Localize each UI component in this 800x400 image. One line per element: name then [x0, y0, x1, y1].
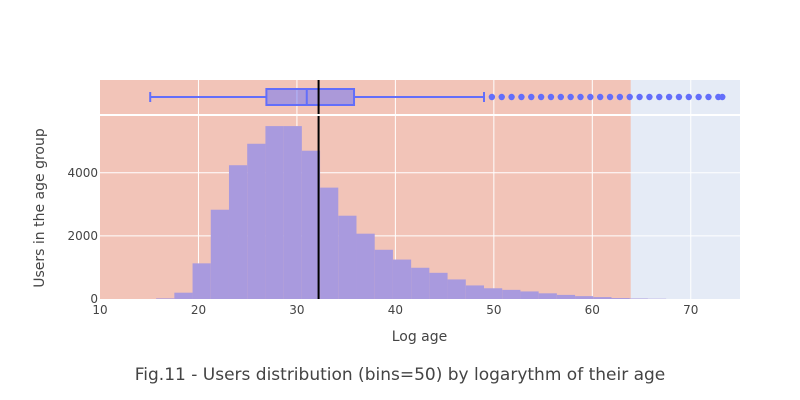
x-tick-label: 50 [486, 303, 501, 317]
histogram-bar [502, 289, 521, 299]
boxplot-outlier-point [587, 93, 594, 101]
boxplot-outlier-point [567, 93, 574, 101]
boxplot-outlier-point [488, 93, 496, 101]
boxplot-outlier-point [537, 93, 545, 101]
boxplot-outlier-point [547, 93, 555, 101]
histogram-bars [156, 126, 667, 299]
histogram-bar [374, 249, 393, 299]
boxplot [149, 88, 726, 106]
x-axis-title: Log age [392, 329, 448, 345]
histogram-bar [411, 267, 430, 299]
histogram-bar [192, 263, 211, 299]
boxplot-outlier-point [675, 93, 683, 101]
histogram-bar [247, 143, 266, 299]
x-tick-label: 30 [289, 303, 304, 317]
boxplot-outlier-point [518, 93, 525, 101]
histogram-bar [338, 215, 357, 299]
boxplot-outlier-point [528, 93, 535, 101]
boxplot-outlier-point [626, 93, 633, 101]
histogram-bar [392, 259, 412, 299]
boxplot-outlier-point [665, 93, 673, 101]
boxplot-outlier-point [636, 93, 643, 101]
histogram-bar [265, 126, 284, 299]
histogram-bar [447, 279, 466, 299]
boxplot-outlier-point [498, 93, 505, 101]
boxplot-outlier-point [656, 93, 663, 101]
y-tick-label: 4000 [67, 166, 98, 180]
histogram-bar [520, 291, 539, 299]
boxplot-outlier-point [685, 93, 692, 101]
boxplot-outlier-point [606, 93, 614, 101]
boxplot-outlier-point [646, 93, 653, 101]
tick-labels: 10 20 30 40 50 60 70 0 2000 4000 [67, 166, 698, 317]
y-tick-label: 2000 [67, 229, 98, 243]
y-axis-title: Users in the age group [32, 128, 48, 288]
histogram-bar [575, 296, 594, 299]
boxplot-outlier-point [705, 93, 712, 101]
x-tick-label: 70 [683, 303, 698, 317]
boxplot-outlier-point [557, 93, 564, 101]
boxplot-outlier-point [596, 93, 604, 101]
histogram-bar [484, 288, 503, 299]
boxplot-box [265, 88, 356, 106]
histogram-bar [210, 209, 229, 299]
histogram-bar [556, 294, 576, 299]
histogram-bar [156, 298, 175, 299]
y-tick-label: 0 [90, 292, 98, 306]
boxplot-outlier-point [616, 93, 624, 101]
histogram-bar [174, 292, 193, 299]
plot-backgrounds [100, 80, 740, 299]
histogram-bar [356, 233, 375, 299]
histogram-bar [301, 150, 321, 299]
chart-title: Fig.11 - Users distribution (bins=50) by… [135, 365, 666, 385]
histogram-bar [283, 126, 302, 299]
x-tick-label: 20 [191, 303, 206, 317]
histogram-bar [593, 297, 612, 299]
boxplot-outlier-point [719, 93, 726, 101]
histogram-bar [465, 285, 484, 299]
x-tick-label: 60 [585, 303, 600, 317]
histogram-bar [228, 165, 248, 299]
histogram-bar [611, 298, 630, 299]
histogram-bar [538, 293, 557, 299]
x-tick-label: 10 [92, 303, 107, 317]
boxplot-outlier-point [508, 93, 515, 101]
histogram-bar [429, 272, 448, 299]
boxplot-outlier-point [577, 93, 584, 101]
boxplot-outlier-point [695, 93, 702, 101]
x-tick-label: 40 [388, 303, 403, 317]
histogram-bar [320, 187, 339, 299]
